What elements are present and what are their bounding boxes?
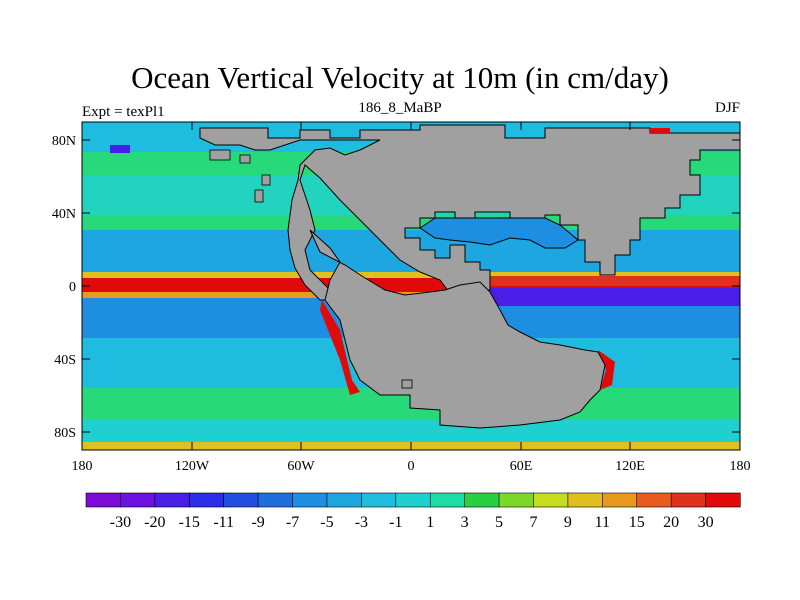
colorbar-swatch xyxy=(120,492,156,508)
lon-label-120e: 120E xyxy=(615,459,645,474)
colorbar-label: -5 xyxy=(320,514,333,531)
lat-label-40s: 40S xyxy=(54,353,76,368)
colorbar-swatch xyxy=(602,492,638,508)
colorbar-label: 20 xyxy=(663,514,679,531)
colorbar-swatch xyxy=(464,492,500,508)
coastal-streak-west xyxy=(320,300,360,395)
island-5 xyxy=(401,379,413,389)
lon-label-120w: 120W xyxy=(175,459,210,474)
map-title: Ocean Vertical Velocity at 10m (in cm/da… xyxy=(131,60,669,95)
colorbar-swatch xyxy=(326,492,362,508)
colorbar-swatch xyxy=(188,492,225,508)
colorbar-label: -20 xyxy=(144,514,165,531)
island-4 xyxy=(239,154,251,164)
colorbar-label: -11 xyxy=(213,514,234,531)
season-label: DJF xyxy=(714,100,740,116)
lon-label-60w: 60W xyxy=(287,459,315,474)
colorbar-label: -7 xyxy=(286,514,299,531)
colorbar-swatch xyxy=(154,492,190,508)
colorbar-swatch xyxy=(85,492,122,508)
lat-ticks xyxy=(82,139,740,433)
lon-label-0: 0 xyxy=(408,459,415,474)
colorbar-label: 15 xyxy=(629,514,645,531)
colorbar-swatch xyxy=(670,492,707,508)
island-2 xyxy=(261,174,271,186)
colorbar-swatch xyxy=(361,492,397,508)
lon-ticks xyxy=(81,122,631,450)
antarctic-band xyxy=(82,420,740,442)
colorbar-swatch xyxy=(257,492,294,508)
tethys-downwelling-strip xyxy=(490,288,740,306)
island-6 xyxy=(650,128,670,133)
lon-label-180e: 180 xyxy=(730,459,751,474)
colorbar-swatch xyxy=(705,492,741,508)
colorbar-swatch xyxy=(498,492,535,508)
colorbar-swatch xyxy=(533,492,569,508)
colorbar-label: 1 xyxy=(426,514,434,531)
inland-sea xyxy=(419,217,579,249)
island-1 xyxy=(209,149,231,161)
lat-label-0: 0 xyxy=(69,280,76,295)
island-7 xyxy=(110,145,130,153)
colorbar-label: -3 xyxy=(355,514,368,531)
colorbar: -30 -20 -15 -11 -9 -7 -5 -3 -1 1 3 5 7 9 11 15 20 30 xyxy=(85,492,741,531)
colorbar-label: -30 xyxy=(110,514,131,531)
lat-label-80s: 80S xyxy=(54,426,76,441)
colorbar-swatch xyxy=(223,492,259,508)
colorbar-label: -9 xyxy=(251,514,264,531)
equator-upper-band xyxy=(82,272,740,278)
colorbar-label: 30 xyxy=(698,514,714,531)
lat-label-40n: 40N xyxy=(52,207,76,222)
laurasia-landmass xyxy=(199,124,740,301)
tethys-upwelling-strip xyxy=(490,276,740,286)
colorbar-label: -1 xyxy=(389,514,402,531)
colorbar-swatch xyxy=(429,492,466,508)
island-3 xyxy=(254,189,264,203)
colorbar-label: 5 xyxy=(495,514,503,531)
period-label: 186_8_MaBP xyxy=(358,100,442,116)
lon-label-180w: 180 xyxy=(72,459,93,474)
gondwana-landmass xyxy=(309,229,606,429)
colorbar-swatch xyxy=(636,492,672,508)
colorbar-label: 3 xyxy=(461,514,469,531)
colorbar-label: 7 xyxy=(529,514,537,531)
colorbar-swatch xyxy=(567,492,603,508)
colorbar-label: 11 xyxy=(595,514,610,531)
lat-label-80n: 80N xyxy=(52,134,76,149)
lon-label-60e: 60E xyxy=(510,459,533,474)
colorbar-swatch xyxy=(395,492,431,508)
colorbar-label: -15 xyxy=(179,514,200,531)
colorbar-label: 9 xyxy=(564,514,572,531)
experiment-label: Expt = texPl1 xyxy=(82,104,165,120)
colorbar-swatch xyxy=(292,492,328,508)
